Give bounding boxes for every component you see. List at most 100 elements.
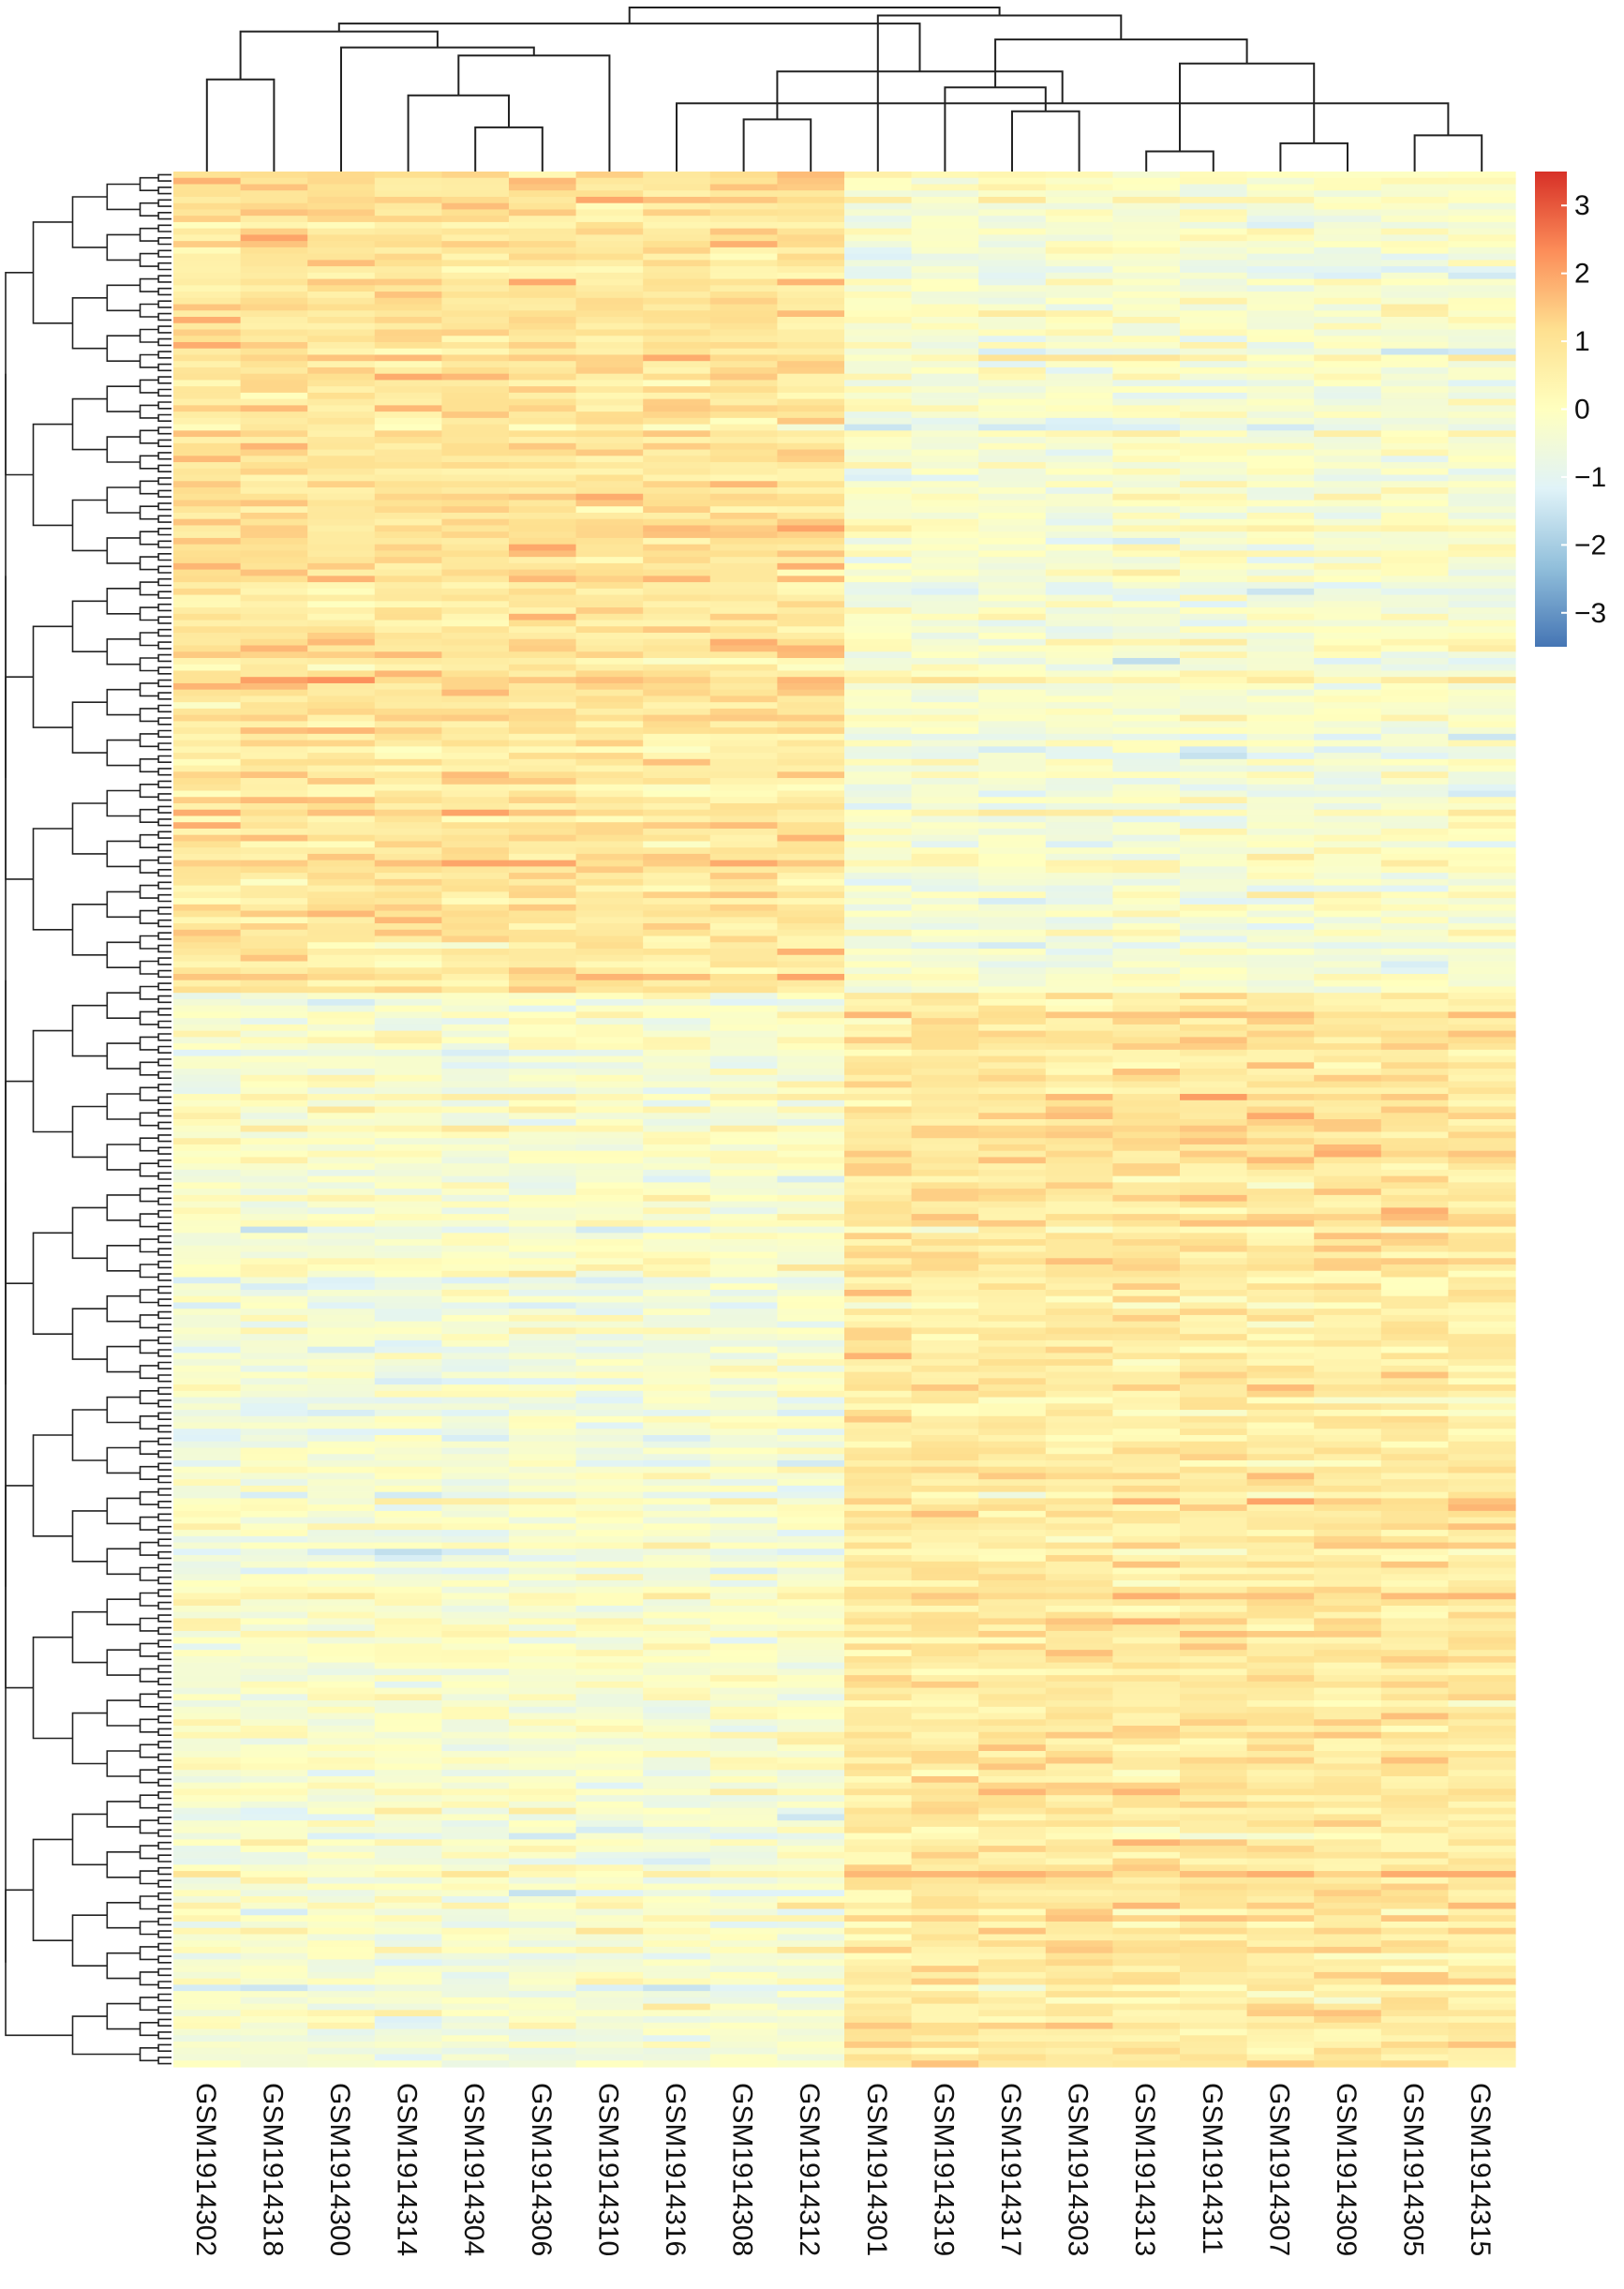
heatmap-cell: [173, 828, 242, 836]
heatmap-cell: [173, 1775, 242, 1784]
heatmap-cell: [777, 1757, 845, 1765]
heatmap-cell: [441, 392, 510, 400]
heatmap-cell: [307, 607, 376, 615]
heatmap-cell: [1045, 2022, 1113, 2030]
heatmap-cell: [709, 645, 778, 652]
heatmap-cell: [173, 1504, 242, 1512]
heatmap-cell: [441, 967, 510, 975]
heatmap-cell: [643, 1883, 711, 1891]
heatmap-cell: [911, 1175, 979, 1183]
heatmap-cell: [240, 1744, 308, 1752]
heatmap-cell: [844, 1011, 913, 1019]
heatmap-cell: [441, 1833, 510, 1840]
heatmap-cell: [978, 462, 1047, 470]
heatmap-cell: [1180, 392, 1248, 400]
heatmap-cell: [173, 2035, 242, 2042]
heatmap-cell: [844, 1043, 913, 1051]
heatmap-cell: [1112, 1681, 1181, 1689]
heatmap-cell: [911, 1397, 979, 1404]
heatmap-cell: [1112, 172, 1181, 179]
heatmap-cell: [1180, 1283, 1248, 1291]
heatmap-cell: [911, 474, 979, 482]
heatmap-cell: [240, 702, 308, 710]
heatmap-cell: [307, 815, 376, 823]
row-dendrogram-branch: [157, 1665, 171, 1673]
row-dendrogram-branch: [157, 1134, 171, 1143]
heatmap-cell: [509, 923, 577, 931]
heatmap-cell: [1112, 993, 1181, 1000]
heatmap-cell: [575, 1491, 644, 1499]
heatmap-cell: [911, 1270, 979, 1279]
heatmap-cell: [1180, 973, 1248, 981]
heatmap-cell: [643, 1934, 711, 1941]
row-dendrogram-branch: [139, 808, 159, 823]
heatmap-cell: [709, 1896, 778, 1904]
heatmap-cell: [911, 184, 979, 191]
heatmap-cell: [1112, 1314, 1181, 1323]
heatmap-cell: [374, 733, 442, 741]
heatmap-cell: [509, 1018, 577, 1025]
row-dendrogram-branch: [106, 1598, 141, 1625]
heatmap-cell: [1045, 708, 1113, 716]
heatmap-cell: [240, 1997, 308, 2005]
heatmap-cell: [709, 1915, 778, 1922]
heatmap-cell: [307, 891, 376, 899]
heatmap-cell: [1045, 1214, 1113, 1221]
row-dendrogram-branch: [139, 1365, 159, 1380]
heatmap-cell: [844, 815, 913, 823]
heatmap-cell: [307, 310, 376, 318]
row-dendrogram-branch: [71, 1813, 108, 1866]
heatmap-cell: [240, 815, 308, 823]
heatmap-cell: [1112, 1687, 1181, 1695]
row-dendrogram-branch: [139, 1516, 159, 1531]
heatmap-cell: [240, 1125, 308, 1133]
heatmap-cell: [240, 1150, 308, 1159]
heatmap-cell: [307, 424, 376, 431]
heatmap-cell: [575, 1479, 644, 1487]
heatmap-cell: [307, 1555, 376, 1563]
heatmap-cell: [575, 1125, 644, 1133]
heatmap-cell: [844, 1251, 913, 1259]
heatmap-cell: [1045, 537, 1113, 546]
heatmap-cell: [709, 1763, 778, 1771]
heatmap-cell: [1112, 1081, 1181, 1088]
heatmap-cell: [509, 626, 577, 634]
row-dendrogram-branch: [157, 1285, 171, 1294]
heatmap-cell: [643, 260, 711, 267]
heatmap-cell: [844, 1548, 913, 1556]
heatmap-cell: [978, 292, 1047, 299]
heatmap-cell: [1112, 386, 1181, 394]
heatmap-cell: [643, 633, 711, 640]
heatmap-cell: [844, 537, 913, 546]
heatmap-cell: [240, 1283, 308, 1291]
heatmap-cell: [307, 1782, 376, 1790]
heatmap-cell: [441, 272, 510, 280]
heatmap-cell: [1045, 1940, 1113, 1948]
heatmap-cell: [643, 557, 711, 564]
heatmap-cell: [709, 468, 778, 476]
heatmap-cell: [307, 1081, 376, 1088]
heatmap-cell: [844, 1751, 913, 1758]
heatmap-cell: [643, 196, 711, 204]
heatmap-cell: [173, 1681, 242, 1689]
heatmap-cell: [240, 506, 308, 514]
heatmap-cell: [509, 1624, 577, 1632]
heatmap-cell: [1112, 468, 1181, 476]
heatmap-cell: [307, 1182, 376, 1189]
heatmap-cell: [777, 272, 845, 280]
heatmap-cell: [643, 1062, 711, 1070]
heatmap-cell: [978, 1397, 1047, 1404]
heatmap-cell: [441, 1125, 510, 1133]
heatmap-cell: [575, 1896, 644, 1904]
heatmap-cell: [643, 1435, 711, 1443]
heatmap-cell: [777, 973, 845, 981]
heatmap-cell: [1112, 1719, 1181, 1727]
heatmap-cell: [374, 184, 442, 191]
heatmap-cell: [441, 1131, 510, 1139]
heatmap-cell: [509, 1883, 577, 1891]
heatmap-cell: [307, 1927, 376, 1936]
heatmap-cell: [777, 1353, 845, 1360]
heatmap-cell: [575, 986, 644, 994]
heatmap-cell: [1112, 329, 1181, 337]
heatmap-cell: [307, 1466, 376, 1474]
